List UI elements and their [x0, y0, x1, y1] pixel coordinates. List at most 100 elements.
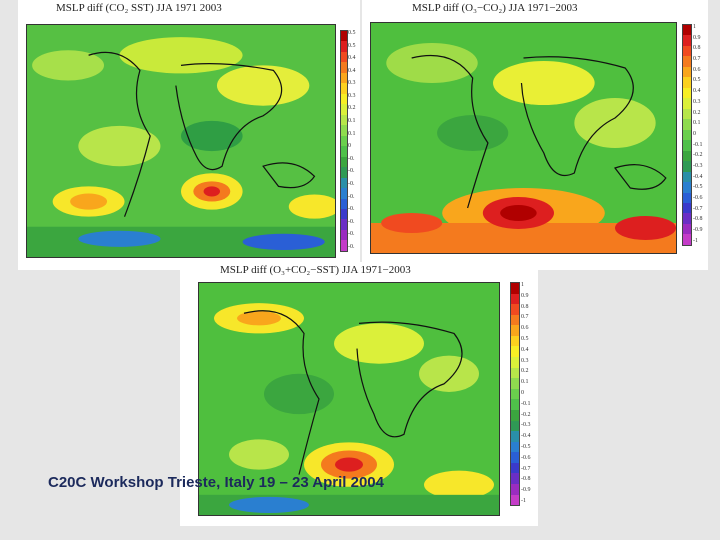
colorbar-tick-label: -1 — [693, 237, 698, 244]
colorbar-tick-label: 0.5 — [348, 42, 356, 49]
footer-caption: C20C Workshop Trieste, Italy 19 – 23 Apr… — [48, 474, 384, 491]
colorbar-swatch — [511, 325, 519, 336]
colorbar-tick-label: 0.2 — [693, 109, 701, 116]
colorbar-tick-label: 0.1 — [521, 379, 529, 386]
colorbar-swatch — [341, 62, 347, 73]
colorbar-tick-label: 0.2 — [521, 368, 529, 375]
colorbar-swatch — [683, 129, 691, 141]
colorbar-swatch — [341, 240, 347, 251]
panel-o3-co2: MSLP diff (O₃−CO₂) JJA 1971−2003 1 0.9 0.8… — [362, 0, 708, 270]
colorbar-tick-label: -0.6 — [521, 454, 531, 461]
contour-map — [198, 282, 500, 516]
colorbar-swatch — [511, 441, 519, 453]
colorbar-swatch — [341, 125, 347, 136]
contour-map — [370, 22, 677, 254]
colorbar-swatch — [683, 66, 691, 78]
colorbar-tick-label: 0.3 — [693, 98, 701, 105]
colorbar-swatch — [683, 213, 691, 224]
colorbar-swatch — [341, 156, 347, 168]
colorbar-swatch — [511, 409, 519, 421]
colorbar — [340, 30, 348, 252]
colorbar-swatch — [683, 192, 691, 203]
colorbar-tick-label: -0.8 — [693, 216, 703, 223]
colorbar-swatch — [341, 31, 347, 42]
colorbar-swatch — [341, 188, 347, 199]
colorbar-swatch — [683, 45, 691, 57]
colorbar-tick-label: 0.2 — [348, 105, 356, 112]
colorbar-tick-label: -0. — [348, 155, 355, 162]
colorbar-tick-label: 0 — [693, 130, 696, 137]
colorbar-tick-label: -0.2 — [693, 152, 703, 159]
panel-o3-co2-sst: MSLP diff (O₃+CO₂−SST) JJA 1971−2003 1 0.… — [180, 262, 538, 526]
colorbar-swatch — [511, 483, 519, 495]
colorbar-tick-label: 0 — [348, 143, 351, 150]
colorbar-tick-label: 0.8 — [693, 45, 701, 52]
colorbar-tick-label: 0.7 — [521, 314, 529, 321]
colorbar-tick-label: -0.9 — [521, 487, 531, 494]
colorbar-swatch — [341, 93, 347, 105]
colorbar-tick-label: 0.5 — [693, 77, 701, 84]
colorbar-swatch — [341, 104, 347, 115]
colorbar-swatch — [511, 357, 519, 368]
colorbar-tick-label: 0.9 — [693, 34, 701, 41]
panel-title: MSLP diff (CO₂ SST) JJA 1971 2003 — [56, 2, 222, 14]
colorbar-swatch — [511, 494, 519, 506]
colorbar-swatch — [511, 346, 519, 358]
colorbar-swatch — [683, 25, 691, 36]
colorbar-swatch — [683, 87, 691, 99]
colorbar-swatch — [341, 167, 347, 178]
panel-co2-sst: MSLP diff (CO₂ SST) JJA 1971 2003 0.5 0.5… — [18, 0, 360, 270]
colorbar-ticks: 0.5 0.5 0.4 0.4 0.3 0.3 0.2 0.1 0.1 0 -0. -0. -0. -0.… — [348, 30, 356, 250]
colorbar-tick-label: 0.4 — [693, 88, 701, 95]
colorbar-tick-label: -0.4 — [693, 173, 703, 180]
colorbar-swatch — [341, 51, 347, 63]
colorbar-swatch — [511, 388, 519, 400]
colorbar-swatch — [683, 119, 691, 130]
colorbar-swatch — [341, 41, 347, 52]
colorbar-swatch — [341, 114, 347, 126]
colorbar-swatch — [683, 98, 691, 109]
colorbar-tick-label: -0. — [348, 193, 355, 200]
colorbar-swatch — [341, 83, 347, 94]
colorbar-tick-label: -0.8 — [521, 476, 531, 483]
colorbar-tick-label: -0. — [348, 218, 355, 225]
colorbar-swatch — [511, 293, 519, 305]
colorbar-swatch — [341, 72, 347, 84]
colorbar-tick-label: 0.3 — [348, 92, 356, 99]
colorbar-swatch — [511, 367, 519, 379]
colorbar-swatch — [341, 219, 347, 230]
colorbar-tick-label: 0.7 — [693, 56, 701, 63]
colorbar-tick-label: -0.7 — [521, 465, 531, 472]
colorbar-swatch — [683, 182, 691, 193]
colorbar — [682, 24, 692, 246]
colorbar-swatch — [511, 473, 519, 484]
colorbar-tick-label: -0.4 — [521, 433, 531, 440]
contour-map — [26, 24, 336, 258]
colorbar-tick-label: 0.6 — [521, 325, 529, 332]
colorbar-swatch — [341, 177, 347, 189]
colorbar-tick-label: -0.7 — [693, 205, 703, 212]
colorbar-tick-label: 0.5 — [521, 335, 529, 342]
colorbar — [510, 282, 520, 506]
colorbar-tick-label: -0.1 — [521, 400, 531, 407]
colorbar-swatch — [341, 198, 347, 209]
colorbar-swatch — [511, 420, 519, 432]
colorbar-tick-label: -0.3 — [693, 162, 703, 169]
colorbar-swatch — [511, 378, 519, 389]
colorbar-swatch — [511, 452, 519, 463]
colorbar-tick-label: 0.5 — [348, 30, 356, 36]
colorbar-swatch — [683, 108, 691, 120]
colorbar-swatch — [341, 135, 347, 147]
colorbar-tick-label: -0.9 — [693, 227, 703, 234]
colorbar-tick-label: 0.1 — [348, 118, 356, 125]
colorbar-ticks: 1 0.9 0.8 0.7 0.6 0.5 0.4 0.3 0.2 0.1 0 -0.1 -0.2 -0.… — [521, 282, 531, 504]
panel-title: MSLP diff (O₃−CO₂) JJA 1971−2003 — [412, 2, 578, 14]
colorbar-tick-label: 0.4 — [348, 55, 356, 62]
colorbar-tick-label: -0.1 — [693, 141, 703, 148]
colorbar-tick-label: -0. — [348, 206, 355, 213]
colorbar-swatch — [683, 77, 691, 88]
colorbar-tick-label: 0.6 — [693, 66, 701, 73]
colorbar-tick-label: 0.8 — [521, 303, 529, 310]
colorbar-tick-label: 0 — [521, 389, 524, 396]
colorbar-tick-label: 1 — [693, 24, 696, 30]
